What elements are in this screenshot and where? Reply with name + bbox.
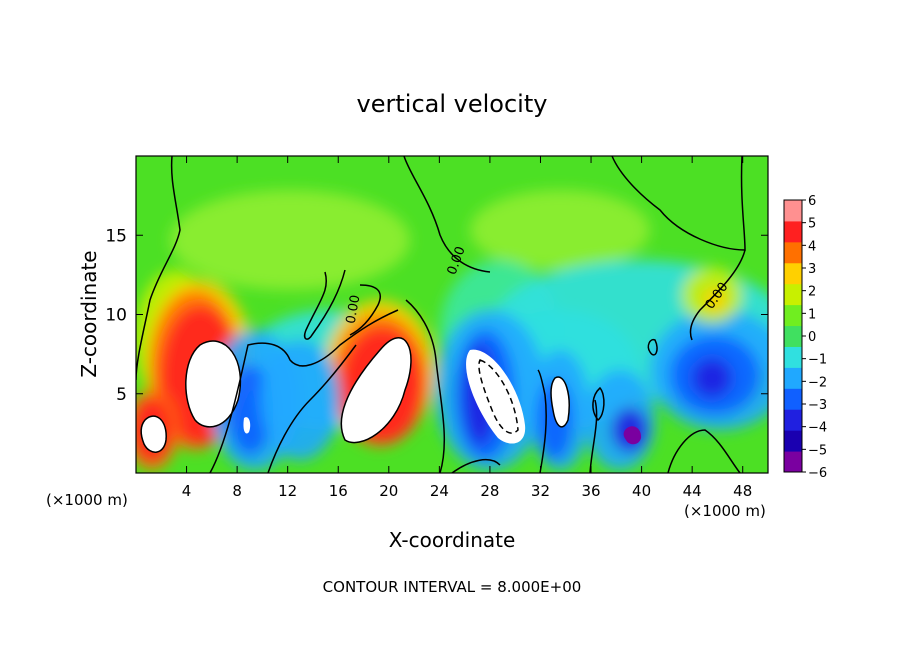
contour-label: 0.00 <box>344 294 364 325</box>
colorbar-segment <box>784 262 802 285</box>
x-tick-label: 4 <box>182 482 192 500</box>
velocity-core <box>185 341 241 427</box>
velocity-core <box>623 426 642 445</box>
field-blob <box>170 190 410 290</box>
x-tick-label: 12 <box>278 482 297 500</box>
colorbar-tick-label: 4 <box>808 239 816 254</box>
colorbar-tick-label: −3 <box>808 398 827 413</box>
colorbar-tick-label: 5 <box>808 217 816 232</box>
contour-line <box>403 156 491 273</box>
colorbar-segment <box>784 451 802 473</box>
x-axis-ticks: 4 8 12 16 20 24 28 32 36 40 44 48 <box>182 156 752 500</box>
colorbar-tick-label: −6 <box>808 466 827 481</box>
colorbar-segment <box>784 200 802 222</box>
colorbar-tick-label: −5 <box>808 443 827 458</box>
colorbar-tick-label: 0 <box>808 330 816 345</box>
plot-area <box>136 156 768 473</box>
y-axis-label: Z-coordinate <box>77 250 101 377</box>
contour-interval-note: CONTOUR INTERVAL = 8.000E+00 <box>323 578 582 596</box>
y-tick-label: 15 <box>105 226 127 246</box>
contour-line <box>349 284 381 336</box>
contour-line <box>689 249 746 341</box>
x-tick-label: 36 <box>581 482 600 500</box>
contour-line <box>185 340 242 428</box>
velocity-core <box>141 416 167 453</box>
colorbar-segment <box>784 430 802 452</box>
x-tick-label: 32 <box>531 482 550 500</box>
colorbar: 6 5 4 3 2 1 0 −1 −2 −3 −4 −5 −6 <box>783 194 827 481</box>
field-blob <box>692 358 732 398</box>
colorbar-tick-label: 1 <box>808 307 816 322</box>
contour-line <box>303 269 346 340</box>
colorbar-segment <box>784 388 802 410</box>
contour-line <box>267 344 357 473</box>
contour-line <box>589 399 598 473</box>
zero-contours <box>136 156 746 473</box>
velocity-cores <box>141 337 642 453</box>
x-tick-label: 8 <box>232 482 242 500</box>
velocity-core <box>243 417 251 434</box>
velocity-core <box>466 349 526 444</box>
x-tick-label: 20 <box>379 482 398 500</box>
x-tick-label: 44 <box>683 482 702 500</box>
contour-line <box>405 299 445 473</box>
colorbar-segment <box>784 325 802 347</box>
contour-line <box>136 156 181 381</box>
colorbar-tick-label: −1 <box>808 353 827 368</box>
contour-line <box>451 458 501 473</box>
colorbar-segment <box>784 346 802 368</box>
y-axis-ticks: 5 10 15 <box>105 226 768 405</box>
y-tick-label: 5 <box>116 385 127 405</box>
velocity-core <box>550 377 570 427</box>
contour-line <box>647 338 658 356</box>
colorbar-segment <box>784 283 802 306</box>
contour-line <box>537 369 547 473</box>
y-tick-label: 10 <box>105 306 127 326</box>
velocity-core <box>341 337 411 443</box>
x-tick-label: 48 <box>733 482 752 500</box>
contour-line <box>592 386 605 422</box>
colorbar-tick-label: 6 <box>808 194 816 209</box>
colorbar-tick-label: −2 <box>808 375 827 390</box>
field-blob <box>470 190 650 270</box>
colorbar-segment <box>784 241 802 264</box>
field-blob <box>703 288 727 312</box>
x-axis-label: X-coordinate <box>389 528 516 552</box>
x-tick-label: 28 <box>480 482 499 500</box>
colorbar-segment <box>784 367 802 389</box>
x-tick-label: 40 <box>632 482 651 500</box>
contour-line <box>611 156 746 251</box>
contour-line <box>550 376 570 428</box>
contour-line <box>667 429 741 473</box>
negative-contour-line <box>478 359 519 434</box>
contour-line <box>140 415 167 453</box>
colorbar-tick-label: −4 <box>808 421 827 436</box>
chart-title: vertical velocity <box>357 90 548 118</box>
colorbar-segment <box>784 220 802 243</box>
x-unit-left: (×1000 m) <box>46 491 128 509</box>
contour-line <box>209 309 399 473</box>
contour-line <box>340 337 412 444</box>
x-unit-right: (×1000 m) <box>684 502 766 520</box>
x-tick-label: 24 <box>430 482 449 500</box>
colorbar-tick-label: 2 <box>808 285 816 300</box>
colorbar-segment <box>784 304 802 327</box>
x-tick-label: 16 <box>329 482 348 500</box>
colorbar-segment <box>784 409 802 431</box>
field-blob <box>260 340 340 460</box>
colorbar-tick-label: 3 <box>808 262 816 277</box>
